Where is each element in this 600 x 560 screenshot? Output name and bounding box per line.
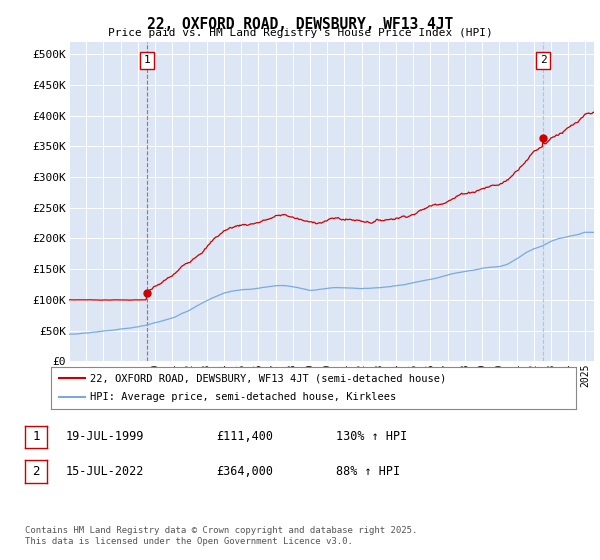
- Text: Price paid vs. HM Land Registry's House Price Index (HPI): Price paid vs. HM Land Registry's House …: [107, 28, 493, 38]
- Text: Contains HM Land Registry data © Crown copyright and database right 2025.
This d: Contains HM Land Registry data © Crown c…: [25, 526, 418, 546]
- Text: 1: 1: [144, 55, 151, 66]
- Text: £364,000: £364,000: [216, 465, 273, 478]
- Text: 22, OXFORD ROAD, DEWSBURY, WF13 4JT: 22, OXFORD ROAD, DEWSBURY, WF13 4JT: [147, 17, 453, 32]
- Text: 2: 2: [32, 465, 40, 478]
- Text: 22, OXFORD ROAD, DEWSBURY, WF13 4JT (semi-detached house): 22, OXFORD ROAD, DEWSBURY, WF13 4JT (sem…: [91, 373, 446, 383]
- Text: 2: 2: [539, 55, 547, 66]
- Text: 19-JUL-1999: 19-JUL-1999: [66, 430, 145, 444]
- Text: 1: 1: [32, 430, 40, 444]
- Text: 130% ↑ HPI: 130% ↑ HPI: [336, 430, 407, 444]
- Text: 15-JUL-2022: 15-JUL-2022: [66, 465, 145, 478]
- Text: 88% ↑ HPI: 88% ↑ HPI: [336, 465, 400, 478]
- Text: £111,400: £111,400: [216, 430, 273, 444]
- Text: HPI: Average price, semi-detached house, Kirklees: HPI: Average price, semi-detached house,…: [91, 393, 397, 403]
